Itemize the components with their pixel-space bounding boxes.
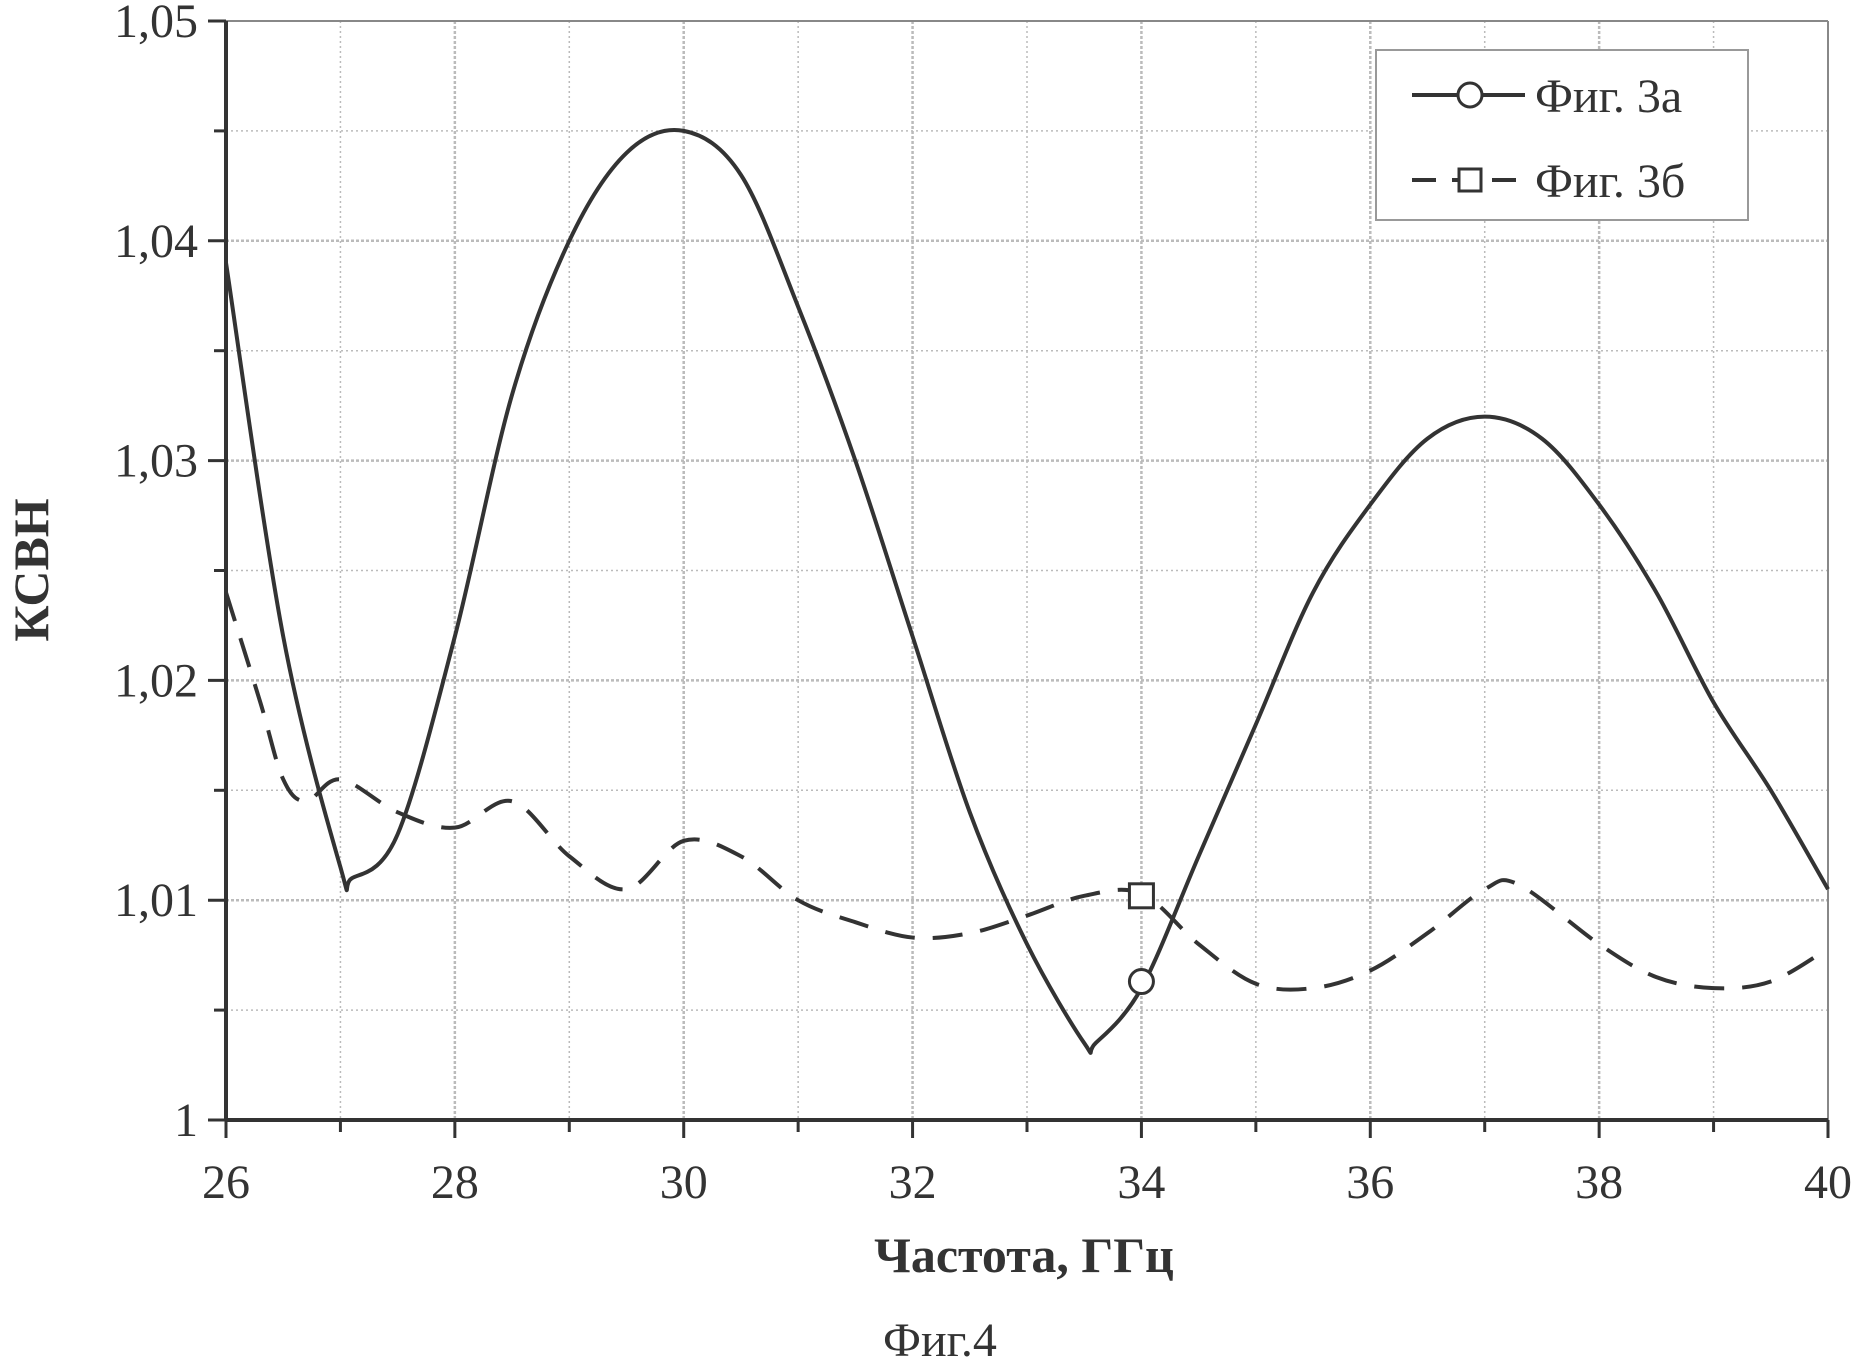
x-tick-label: 32 — [889, 1156, 937, 1209]
y-tick-label: 1 — [174, 1094, 198, 1147]
y-tick-label: 1,02 — [114, 654, 198, 707]
legend-label-3a: Фиг. 3а — [1535, 70, 1682, 123]
marker-square — [1127, 882, 1155, 910]
marker-circle — [1127, 968, 1155, 996]
legend: Фиг. 3а Фиг. 3б — [1375, 49, 1749, 221]
y-tick-label: 1,04 — [114, 215, 198, 268]
x-axis-title: Частота, ГГц — [874, 1227, 1174, 1283]
x-tick-label: 38 — [1575, 1156, 1623, 1209]
y-tick-label: 1,03 — [114, 435, 198, 488]
figure-caption: Фиг.4 — [883, 1314, 997, 1367]
series-line-fig3a — [224, 128, 1830, 1055]
x-tick-label: 28 — [431, 1156, 479, 1209]
y-tick-label: 1,01 — [114, 874, 198, 927]
y-tick-label: 1,05 — [114, 0, 198, 48]
x-tick-label: 26 — [202, 1156, 250, 1209]
x-tick-label: 30 — [660, 1156, 708, 1209]
x-tick-label: 40 — [1804, 1156, 1852, 1209]
legend-circle-marker — [1456, 81, 1484, 109]
grid — [226, 20, 1829, 1120]
x-tick-label: 34 — [1117, 1156, 1165, 1209]
axes: 26 28 30 32 34 36 38 40 1 1,01 1,02 1,03 1,04 1,05 — [114, 0, 1852, 1209]
y-axis-title: КСВН — [3, 498, 59, 641]
series-layer — [224, 128, 1830, 1055]
legend-square-marker — [1457, 167, 1483, 193]
x-tick-label: 36 — [1346, 1156, 1394, 1209]
legend-label-3b: Фиг. 3б — [1535, 155, 1685, 208]
legend-box — [1375, 49, 1749, 221]
